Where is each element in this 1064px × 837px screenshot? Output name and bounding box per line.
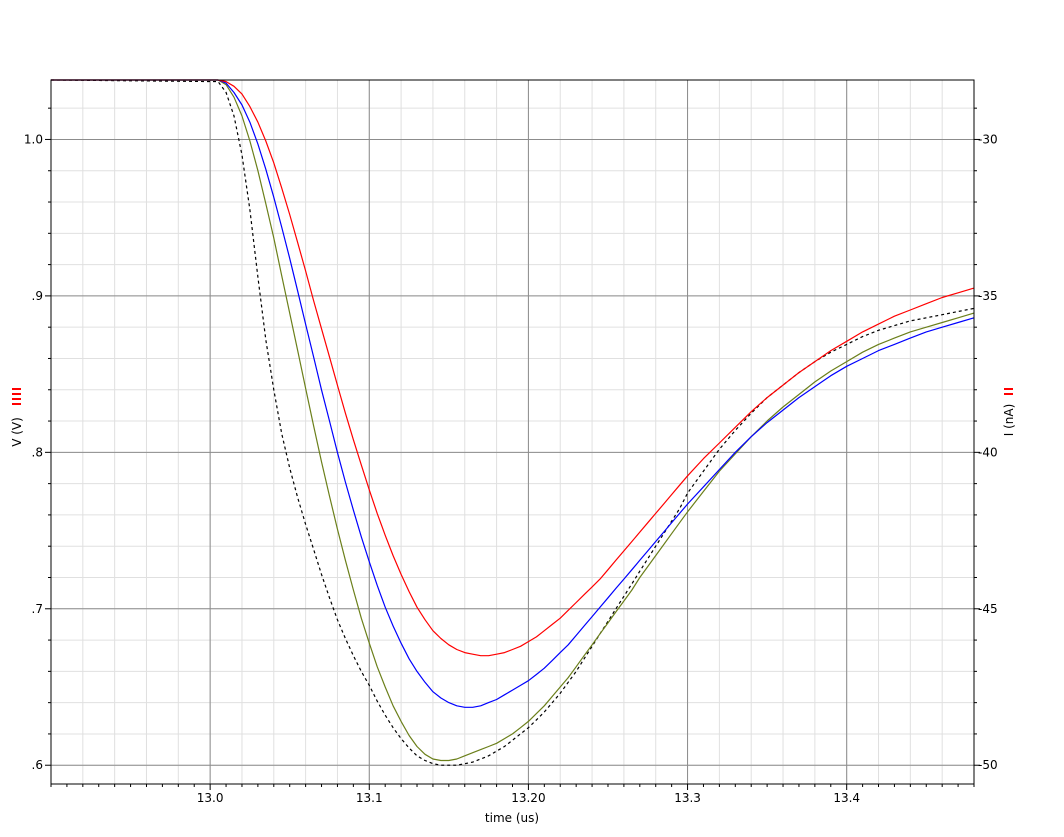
right-axis-legend-marks: [1004, 388, 1013, 395]
left-axis-title: V (V): [10, 417, 24, 447]
y-left-tick-label: .6: [32, 758, 43, 772]
y-right-tick-label: -50: [978, 758, 998, 772]
legend-mark: [12, 388, 21, 390]
x-tick-label: 13.3: [674, 791, 701, 805]
legend-mark: [1004, 393, 1013, 395]
series-line-3[interactable]: [51, 79, 975, 708]
plot-series: [50, 79, 975, 766]
x-axis-title[interactable]: time (us): [485, 811, 539, 825]
series-line-2[interactable]: [51, 79, 975, 762]
right-axis-title-group[interactable]: I (nA): [1002, 388, 1016, 436]
y-left-tick-label: .9: [32, 289, 43, 303]
grid: [51, 80, 974, 784]
x-tick-label: 13.4: [833, 791, 860, 805]
axis-labels: 13.0 13.1 13.20 13.3 13.4 1.0 .9 .8 .7 .6 -30 -35 -4…: [24, 132, 998, 805]
y-right-tick-label: -30: [978, 132, 998, 146]
legend-mark: [12, 393, 21, 395]
right-axis-title: I (nA): [1002, 404, 1016, 437]
series-line-4[interactable]: [51, 79, 975, 657]
y-left-tick-label: .8: [32, 445, 43, 459]
x-tick-label: 13.1: [356, 791, 383, 805]
legend-mark: [12, 403, 21, 405]
x-tick-label: 13.20: [511, 791, 545, 805]
left-axis-legend-marks: [12, 388, 21, 405]
y-left-tick-label: .7: [32, 602, 43, 616]
y-right-tick-label: -35: [978, 289, 998, 303]
axis-ticks: [45, 107, 980, 790]
left-axis-title-group[interactable]: V (V): [10, 388, 24, 447]
legend-mark: [1004, 388, 1013, 390]
x-tick-label: 13.0: [197, 791, 224, 805]
y-left-tick-label: 1.0: [24, 132, 43, 146]
y-right-tick-label: -40: [978, 445, 998, 459]
legend-mark: [12, 398, 21, 400]
y-right-tick-label: -45: [978, 602, 998, 616]
